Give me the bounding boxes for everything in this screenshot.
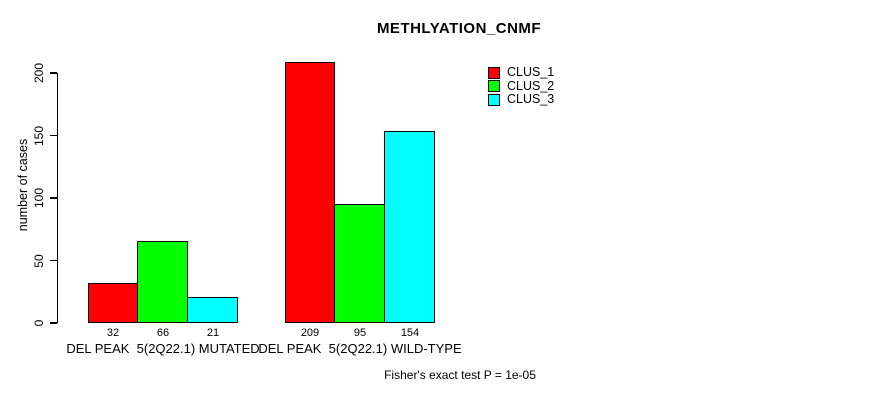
y-tick-label: 100 <box>32 187 46 209</box>
bar-clus_1-group2 <box>285 61 335 323</box>
y-tick-mark <box>49 322 57 324</box>
y-axis-line <box>56 73 58 323</box>
y-tick-label: 50 <box>32 253 46 268</box>
legend: CLUS_1 CLUS_2 CLUS_3 <box>488 65 555 107</box>
chart-title: METHLYATION_CNMF <box>376 20 542 37</box>
y-tick-label: 200 <box>32 62 46 84</box>
category-label: DEL PEAK 5(2Q22.1) WILD-TYPE <box>258 341 462 356</box>
legend-item-clus_2: CLUS_2 <box>488 78 555 94</box>
legend-swatch-clus_3 <box>488 93 500 106</box>
category-label: DEL PEAK 5(2Q22.1) MUTATED <box>66 341 260 356</box>
bar-value-label: 21 <box>206 327 220 339</box>
bar-value-label: 95 <box>353 327 367 339</box>
bar-value-label: 154 <box>400 327 420 339</box>
bar-clus_2-group1 <box>136 240 188 323</box>
y-tick-label: 0 <box>32 319 46 327</box>
y-tick-mark <box>49 72 57 74</box>
y-tick-mark <box>49 197 57 199</box>
bar-value-label: 32 <box>106 327 120 339</box>
legend-label: CLUS_2 <box>507 78 555 93</box>
legend-item-clus_3: CLUS_3 <box>488 92 555 107</box>
bar-value-label: 66 <box>156 327 170 339</box>
bar-clus_3-group2 <box>383 130 435 323</box>
legend-swatch-clus_1 <box>488 66 500 79</box>
y-tick-mark <box>49 259 57 262</box>
bar-value-label: 209 <box>300 327 320 339</box>
legend-swatch-clus_2 <box>488 80 500 93</box>
y-axis-label: number of cases <box>16 138 30 232</box>
bar-clus_3-group1 <box>186 296 238 323</box>
bar-clus_1-group1 <box>88 283 138 323</box>
legend-label: CLUS_1 <box>507 65 555 79</box>
annotation-text: Fisher's exact test P = 1e-05 <box>384 368 536 382</box>
y-tick-mark <box>49 134 57 137</box>
y-tick-label: 150 <box>32 125 46 146</box>
legend-item-clus_1: CLUS_1 <box>488 65 555 80</box>
legend-label: CLUS_3 <box>507 92 555 106</box>
bar-clus_2-group2 <box>333 204 385 323</box>
